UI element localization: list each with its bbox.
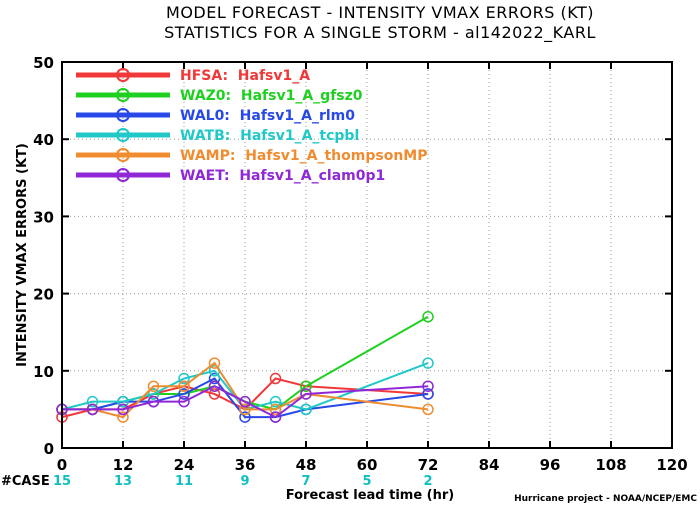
axes: 0 12 24 36 48 60 72 84 96 108 120 0 10 20 30 40 50 bbox=[33, 54, 688, 474]
series-point bbox=[239, 403, 251, 416]
legend-marker bbox=[116, 68, 130, 82]
case-count: 11 bbox=[175, 474, 193, 489]
y-tick-label: 0 bbox=[44, 440, 54, 458]
series-point bbox=[86, 395, 99, 408]
series-group bbox=[56, 311, 434, 423]
y-tick-label: 10 bbox=[33, 363, 54, 381]
legend-marker bbox=[116, 128, 130, 142]
x-tick-label: 36 bbox=[235, 456, 256, 474]
series-point bbox=[422, 357, 434, 369]
series-point bbox=[178, 395, 190, 408]
series-point bbox=[300, 380, 312, 392]
series-point bbox=[422, 388, 434, 400]
series-line bbox=[62, 385, 429, 419]
y-tick-label: 30 bbox=[33, 208, 54, 226]
legend-label: WATB: Hafsv1_A_tcpbl bbox=[180, 128, 359, 144]
y-tick-label: 20 bbox=[33, 286, 54, 304]
series-point bbox=[208, 380, 221, 392]
x-tick-label: 84 bbox=[479, 456, 500, 474]
case-count: 13 bbox=[114, 474, 132, 489]
x-tick-label: 72 bbox=[418, 456, 439, 474]
legend-marker bbox=[116, 88, 130, 102]
series-point bbox=[269, 411, 282, 423]
legend-marker bbox=[116, 108, 130, 122]
series-point bbox=[300, 403, 312, 416]
series-point bbox=[208, 388, 221, 400]
series-point bbox=[300, 388, 312, 400]
series-point bbox=[117, 411, 129, 423]
legend-label: HFSA: Hafsv1_A bbox=[180, 68, 310, 84]
legend-label: WAL0: Hafsv1_A_rlm0 bbox=[180, 108, 355, 124]
legend-label: WAMP: Hafsv1_A_thompsonMP bbox=[180, 148, 427, 164]
legend: HFSA: Hafsv1_A WAZ0: Hafsv1_A_gfsz0 WAL0: … bbox=[76, 68, 427, 184]
series-point bbox=[178, 372, 190, 385]
series-point bbox=[117, 395, 129, 408]
series-point bbox=[117, 403, 129, 416]
series-point bbox=[239, 411, 251, 423]
grid bbox=[62, 62, 672, 448]
x-tick-label: 48 bbox=[296, 456, 317, 474]
x-tick-label: 12 bbox=[113, 456, 134, 474]
legend-label: WAET: Hafsv1_A_clam0p1 bbox=[180, 168, 385, 184]
series-point bbox=[269, 372, 282, 385]
series-point bbox=[86, 403, 99, 416]
case-count-label: #CASE bbox=[1, 474, 50, 489]
x-tick-label: 0 bbox=[57, 456, 67, 474]
series-point bbox=[147, 380, 160, 392]
y-axis-label: INTENSITY VMAX ERRORS (KT) bbox=[15, 143, 30, 367]
x-tick-label: 24 bbox=[174, 456, 195, 474]
series-point bbox=[147, 388, 160, 400]
series-point bbox=[422, 380, 434, 392]
credit-text: Hurricane project - NOAA/NCEP/EMC bbox=[514, 494, 697, 504]
case-count: 15 bbox=[53, 474, 71, 489]
series-point bbox=[147, 395, 160, 408]
series-point bbox=[269, 395, 282, 408]
chart-subtitle: STATISTICS FOR A SINGLE STORM - al142022… bbox=[164, 23, 596, 43]
series-point bbox=[178, 380, 190, 392]
legend-marker bbox=[116, 168, 130, 182]
case-count: 9 bbox=[240, 474, 249, 489]
x-tick-label: 108 bbox=[595, 456, 626, 474]
legend-marker bbox=[116, 148, 130, 162]
case-count: 2 bbox=[423, 474, 432, 489]
x-tick-label: 96 bbox=[540, 456, 561, 474]
series-point bbox=[208, 357, 221, 369]
series-point bbox=[422, 311, 434, 323]
series-point bbox=[239, 395, 251, 408]
case-count: 7 bbox=[301, 474, 310, 489]
series-point bbox=[422, 403, 434, 416]
x-axis-label: Forecast lead time (hr) bbox=[286, 488, 454, 503]
y-tick-label: 40 bbox=[33, 131, 54, 149]
series-point bbox=[178, 388, 190, 400]
case-count: 5 bbox=[362, 474, 371, 489]
legend-label: WAZ0: Hafsv1_A_gfsz0 bbox=[180, 88, 363, 104]
series-line bbox=[62, 377, 429, 419]
x-tick-label: 120 bbox=[656, 456, 687, 474]
y-tick-label: 50 bbox=[33, 54, 54, 72]
chart-title: MODEL FORECAST - INTENSITY VMAX ERRORS (… bbox=[166, 3, 594, 22]
series-line bbox=[62, 361, 429, 419]
series-point bbox=[269, 403, 282, 416]
x-tick-label: 60 bbox=[357, 456, 378, 474]
case-counts: 15 13 11 9 7 5 2 bbox=[53, 474, 433, 489]
